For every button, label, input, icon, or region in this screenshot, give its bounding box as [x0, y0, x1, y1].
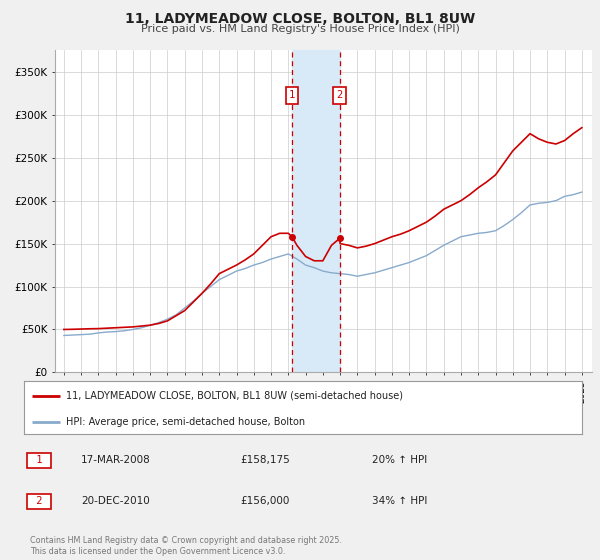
Text: 1: 1	[289, 91, 295, 100]
Text: HPI: Average price, semi-detached house, Bolton: HPI: Average price, semi-detached house,…	[66, 417, 305, 427]
Text: 11, LADYMEADOW CLOSE, BOLTON, BL1 8UW (semi-detached house): 11, LADYMEADOW CLOSE, BOLTON, BL1 8UW (s…	[66, 391, 403, 401]
Text: Contains HM Land Registry data © Crown copyright and database right 2025.
This d: Contains HM Land Registry data © Crown c…	[30, 536, 342, 556]
Text: 20-DEC-2010: 20-DEC-2010	[81, 496, 150, 506]
Text: 11, LADYMEADOW CLOSE, BOLTON, BL1 8UW: 11, LADYMEADOW CLOSE, BOLTON, BL1 8UW	[125, 12, 475, 26]
Text: 20% ↑ HPI: 20% ↑ HPI	[372, 455, 427, 465]
Text: £158,175: £158,175	[240, 455, 290, 465]
Text: 34% ↑ HPI: 34% ↑ HPI	[372, 496, 427, 506]
Text: Price paid vs. HM Land Registry's House Price Index (HPI): Price paid vs. HM Land Registry's House …	[140, 24, 460, 34]
Text: 1: 1	[30, 455, 49, 465]
Text: 2: 2	[337, 91, 343, 100]
Text: 17-MAR-2008: 17-MAR-2008	[81, 455, 151, 465]
Bar	[292, 50, 340, 372]
Text: 2: 2	[30, 496, 49, 506]
Text: £156,000: £156,000	[240, 496, 289, 506]
